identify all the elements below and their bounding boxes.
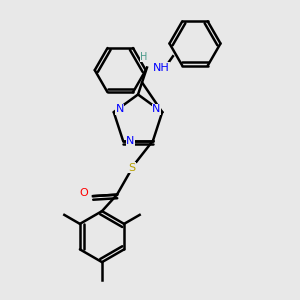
Text: O: O: [80, 188, 88, 198]
Text: H: H: [140, 52, 148, 62]
Text: N: N: [126, 136, 135, 146]
Text: S: S: [128, 163, 136, 172]
Text: NH: NH: [153, 62, 170, 73]
Text: N: N: [116, 104, 124, 114]
Text: N: N: [152, 104, 160, 114]
